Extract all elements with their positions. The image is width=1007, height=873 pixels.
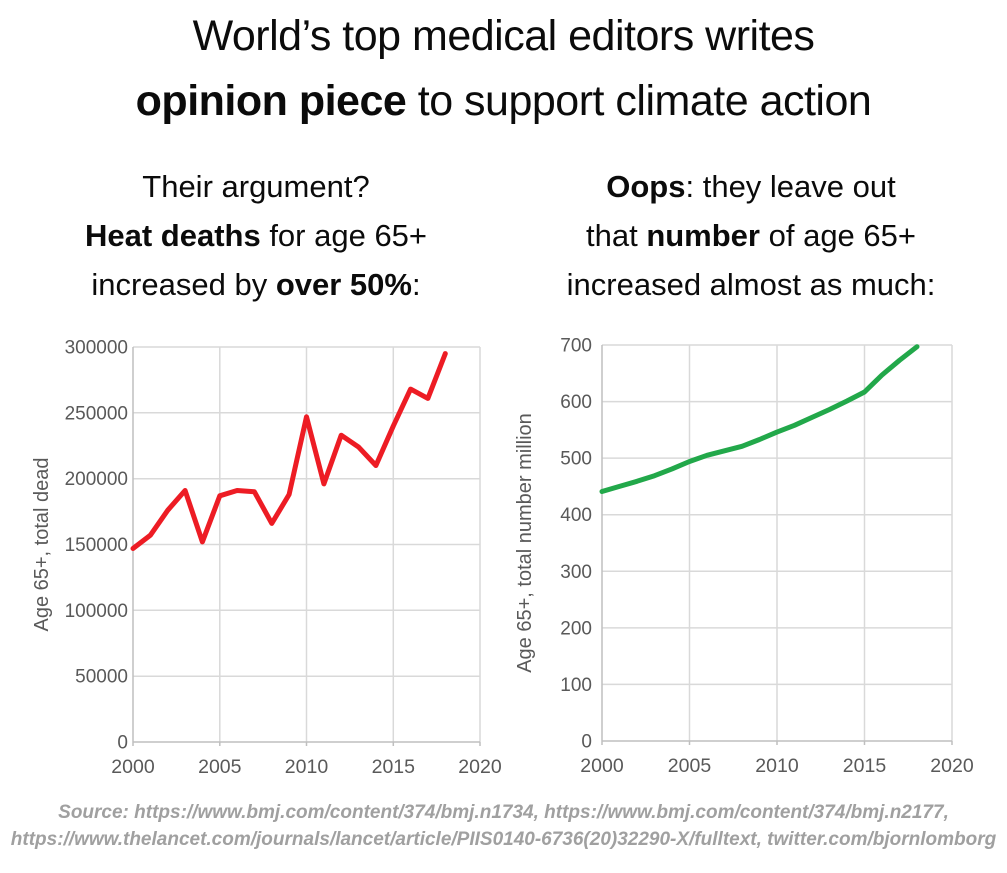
y-tick-label: 200000 xyxy=(65,469,128,490)
x-tick-label: 2010 xyxy=(285,756,329,778)
subtitle-right-line-1: Oops: they leave out xyxy=(512,162,990,211)
subtitle-left-line-3: increased by over 50%: xyxy=(22,260,490,309)
y-axis-title: Age 65+, total dead xyxy=(31,457,53,631)
y-tick-label: 300000 xyxy=(65,338,128,359)
text-segment: that xyxy=(585,218,647,253)
x-tick-label: 2000 xyxy=(111,756,155,778)
text-segment: : they leave out xyxy=(685,169,896,204)
y-tick-label: 0 xyxy=(581,732,592,753)
y-tick-label: 250000 xyxy=(65,403,128,424)
title-line-2: opinion piece to support climate action xyxy=(0,69,1007,134)
y-tick-label: 50000 xyxy=(75,667,128,688)
emphasis-text: opinion piece xyxy=(135,77,407,125)
subtitle-left: Their argument? Heat deaths for age 65+ … xyxy=(22,162,490,309)
y-tick-label: 700 xyxy=(560,336,592,357)
x-tick-label: 2015 xyxy=(843,755,887,777)
x-tick-label: 2020 xyxy=(930,755,974,777)
x-tick-label: 2000 xyxy=(580,755,624,777)
emphasis-text: number xyxy=(646,218,760,253)
text-segment: Their argument? xyxy=(142,169,370,204)
population-line-chart: 0 100 200 300 400 500 600 700 2000 2005 2010 2015 20… xyxy=(514,336,974,778)
y-tick-label: 500 xyxy=(560,449,592,470)
y-tick-label: 100 xyxy=(560,675,592,696)
y-tick-label: 600 xyxy=(560,392,592,413)
source-line-1: Source: https://www.bmj.com/content/374/… xyxy=(58,802,949,823)
subtitle-right: Oops: they leave out that number of age … xyxy=(512,162,990,309)
text-segment: : xyxy=(411,267,421,302)
y-tick-label: 300 xyxy=(560,562,592,583)
text-segment: increased almost as much: xyxy=(566,267,936,302)
text-segment: for age 65+ xyxy=(260,218,428,253)
emphasis-text: Heat deaths xyxy=(84,218,261,253)
population-chart: 0 100 200 300 400 500 600 700 2000 2005 2010 2015 20… xyxy=(510,330,1007,790)
text-segment: to support climate action xyxy=(406,77,872,125)
text-segment: of age 65+ xyxy=(760,218,916,253)
subtitle-left-line-1: Their argument? xyxy=(22,162,490,211)
heat-deaths-series-line xyxy=(130,351,448,551)
y-tick-label: 150000 xyxy=(65,535,128,556)
x-tick-label: 2005 xyxy=(198,756,242,778)
emphasis-text: Oops xyxy=(606,169,686,204)
title-line-1: World’s top medical editors writes xyxy=(0,4,1007,69)
text-segment: World’s top medical editors writes xyxy=(192,12,815,60)
x-tick-label: 2010 xyxy=(755,755,799,777)
y-axis-title: Age 65+, total number million xyxy=(514,413,536,673)
x-tick-label: 2020 xyxy=(458,756,502,778)
subtitle-right-line-3: increased almost as much: xyxy=(512,260,990,309)
text-segment: increased by xyxy=(91,267,276,302)
heat-deaths-line-chart: 0 50000 100000 150000 200000 250000 300000 2000… xyxy=(31,338,502,779)
x-tick-label: 2005 xyxy=(668,755,712,777)
subtitle-right-line-2: that number of age 65+ xyxy=(512,211,990,260)
page-title: World’s top medical editors writes opini… xyxy=(0,4,1007,134)
y-tick-label: 200 xyxy=(560,618,592,639)
y-tick-label: 400 xyxy=(560,505,592,526)
source-line-2: https://www.thelancet.com/journals/lance… xyxy=(10,829,997,850)
population-65plus-series-line xyxy=(599,344,920,494)
y-tick-label: 0 xyxy=(117,733,128,754)
heat-deaths-chart: 0 50000 100000 150000 200000 250000 300000 2000… xyxy=(20,330,510,790)
source-citation: Source: https://www.bmj.com/content/374/… xyxy=(0,799,1007,853)
subtitle-left-line-2: Heat deaths for age 65+ xyxy=(22,211,490,260)
x-tick-label: 2015 xyxy=(372,756,416,778)
emphasis-text: over 50% xyxy=(275,267,412,302)
y-tick-label: 100000 xyxy=(65,601,128,622)
